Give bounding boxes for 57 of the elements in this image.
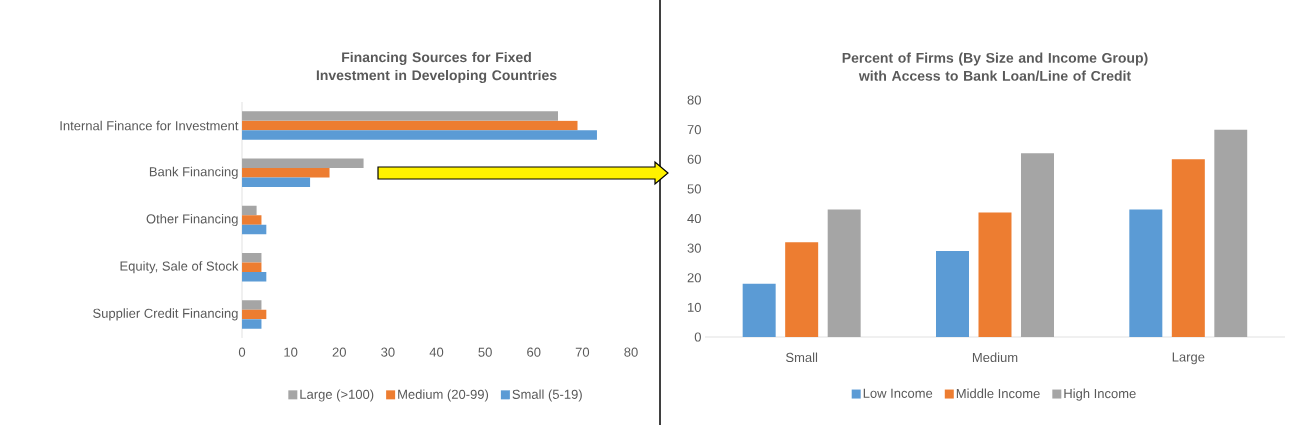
bar — [242, 130, 597, 140]
x-tick-label: 30 — [381, 347, 395, 357]
chart-title: Percent of Firms (By Size and Income Group) with Access to Bank Loan/Line of Credit — [842, 52, 1148, 81]
bar — [242, 177, 311, 188]
bar — [1129, 209, 1163, 337]
y-tick-label: 30 — [687, 243, 701, 253]
y-tick-label: Bank Financing — [149, 166, 238, 179]
y-tick-label: Supplier Credit Financing — [93, 308, 238, 321]
bar — [242, 224, 267, 235]
y-tick-label: 40 — [687, 213, 701, 224]
bar — [242, 215, 262, 225]
legend-label: High Income — [1064, 388, 1136, 401]
x-tick-label: 50 — [478, 347, 492, 357]
y-tick-label: Other Financing — [146, 213, 238, 227]
bar — [242, 158, 364, 169]
chart-title: Financing Sources for Fixed Investment in Developing Countries — [316, 51, 557, 84]
y-tick-label: 60 — [687, 154, 701, 164]
y-tick-label: 50 — [687, 184, 701, 194]
bar — [242, 168, 330, 178]
x-tick-label: 60 — [527, 347, 541, 357]
x-tick-label: 20 — [332, 347, 346, 357]
x-tick-label: Medium — [972, 352, 1018, 363]
bar — [242, 111, 559, 121]
y-tick-label: 80 — [687, 95, 701, 105]
x-tick-label: 10 — [284, 347, 298, 357]
bar — [242, 120, 578, 131]
x-tick-label: Small — [786, 352, 818, 363]
bar — [242, 309, 267, 320]
bar — [1214, 129, 1248, 337]
legend-label: Middle Income — [956, 388, 1040, 399]
bar — [242, 300, 262, 310]
bar — [978, 212, 1012, 337]
y-tick-label: 70 — [687, 125, 701, 135]
y-tick-label: Equity, Sale of Stock — [120, 261, 239, 274]
legend-label: Low Income — [863, 388, 933, 398]
x-tick-label: 80 — [624, 347, 638, 357]
legend-label: Small (5-19) — [512, 389, 582, 402]
bar — [936, 251, 969, 337]
x-tick-label: Large — [1172, 352, 1205, 365]
y-tick-label: Internal Finance for Investment — [60, 120, 239, 131]
bar — [242, 319, 262, 329]
bar — [827, 209, 861, 337]
x-tick-label: 40 — [429, 347, 444, 357]
bar — [742, 283, 776, 337]
bar — [1021, 153, 1054, 337]
x-tick-label: 70 — [575, 347, 590, 357]
y-tick-label: 20 — [687, 273, 701, 283]
bar — [1171, 159, 1205, 337]
legend-label: Medium (20-99) — [398, 389, 489, 402]
bar — [785, 242, 819, 337]
y-tick-label: 0 — [694, 332, 701, 342]
bar — [242, 205, 257, 216]
y-tick-label: 10 — [688, 302, 701, 312]
bar — [242, 262, 262, 272]
legend-label: Large (>100) — [300, 389, 374, 402]
x-tick-label: 0 — [238, 347, 246, 357]
bar — [242, 271, 267, 282]
